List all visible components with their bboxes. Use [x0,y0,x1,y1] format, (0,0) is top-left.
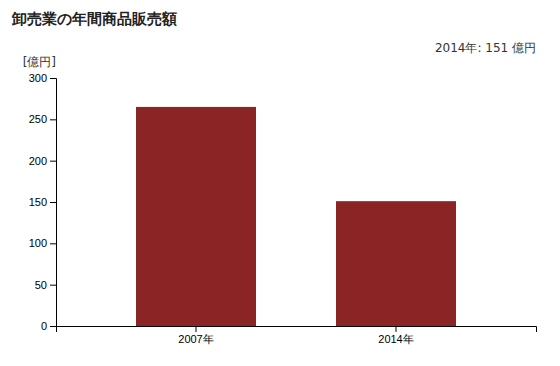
x-tick-mark [196,326,197,332]
y-tick-label: 100 [29,237,47,249]
annotation: 2014年: 151 億円 [435,41,536,55]
y-tick: 300 [29,72,56,84]
y-tick-mark [50,243,56,244]
y-tick: 200 [29,155,56,167]
y-tick: 150 [29,196,56,208]
y-tick-label: 50 [35,279,47,291]
y-tick: 250 [29,113,56,125]
x-tick: 2014年 [378,326,413,345]
y-axis-label: [億円] [23,55,56,69]
chart: 卸売業の年間商品販売額 2014年: 151 億円 0 50 100 150 200 250 3… [0,0,560,366]
y-tick: 100 [29,237,56,249]
y-tick-mark [50,202,56,203]
bar [136,107,256,326]
y-tick: 50 [35,279,56,291]
x-axis: 2007年 2014年 [57,326,537,345]
y-tick-label: 250 [29,113,47,125]
bar [336,201,456,326]
y-tick-label: 200 [29,155,47,167]
y-tick-label: 0 [41,320,47,332]
y-axis: 0 50 100 150 200 250 300 [29,72,57,332]
x-tick: 2007年 [178,326,213,345]
y-tick-mark [50,78,56,79]
x-tick-mark [396,326,397,332]
y-tick-mark [50,119,56,120]
x-tick-label: 2007年 [178,333,213,345]
y-tick-mark [50,161,56,162]
y-tick-mark [50,326,56,327]
y-tick-mark [50,285,56,286]
y-tick-label: 150 [29,196,47,208]
bars [136,107,456,326]
x-axis-line [57,327,537,333]
plot: 0 50 100 150 200 250 300 2007年 2014年 [29,72,537,345]
y-axis-line [50,79,57,327]
y-tick-label: 300 [29,72,47,84]
x-tick-label: 2014年 [378,333,413,345]
title: 卸売業の年間商品販売額 [11,10,177,28]
y-tick: 0 [41,320,56,332]
